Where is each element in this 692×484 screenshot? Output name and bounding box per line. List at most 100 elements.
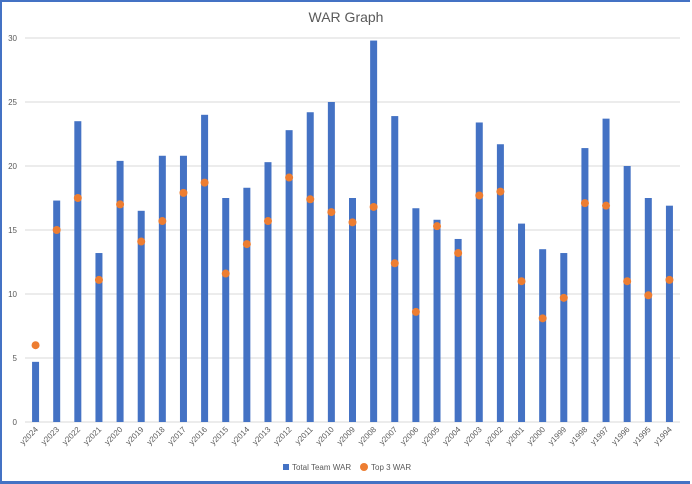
x-tick-label: y2008 xyxy=(356,425,378,447)
x-tick-label: y1997 xyxy=(589,425,611,447)
bar-total-team-war xyxy=(665,205,673,422)
bar-total-team-war xyxy=(475,122,483,422)
bar-total-team-war xyxy=(539,249,547,422)
x-tick-label: y2014 xyxy=(229,425,251,447)
y-tick-label: 5 xyxy=(13,354,18,363)
x-tick-label: y2006 xyxy=(399,425,421,447)
bar-total-team-war xyxy=(116,160,124,422)
bar-total-team-war xyxy=(222,198,230,422)
bar-total-team-war xyxy=(349,198,356,422)
dot-top3-war xyxy=(517,277,526,286)
dot-top3-war xyxy=(306,195,315,204)
dot-top3-war xyxy=(348,218,357,227)
dot-top3-war xyxy=(31,341,40,350)
x-tick-label: y1996 xyxy=(610,425,632,447)
x-tick-label: y2015 xyxy=(208,425,230,447)
y-tick-label: 15 xyxy=(8,226,17,235)
x-tick-label: y2022 xyxy=(60,425,82,447)
x-tick-label: y2003 xyxy=(462,425,484,447)
dot-top3-war xyxy=(496,187,505,196)
y-tick-label: 0 xyxy=(13,418,18,427)
x-tick-label: y2017 xyxy=(166,425,188,447)
bar-total-team-war xyxy=(74,121,82,422)
bar-total-team-war xyxy=(158,155,166,422)
chart-title: WAR Graph xyxy=(309,9,384,25)
dot-top3-war xyxy=(390,259,399,268)
x-tick-label: y2005 xyxy=(420,425,442,447)
legend-dot-swatch xyxy=(360,463,368,471)
dot-top3-war xyxy=(327,208,336,217)
bar-total-team-war xyxy=(53,200,61,422)
x-tick-label: y2019 xyxy=(124,425,146,447)
x-tick-label: y2012 xyxy=(272,425,294,447)
dot-top3-war xyxy=(602,201,611,210)
bar-total-team-war xyxy=(327,102,335,422)
x-tick-label: y2018 xyxy=(145,425,167,447)
bar-total-team-war xyxy=(454,238,462,422)
legend: Total Team WAR Top 3 WAR xyxy=(283,463,411,472)
bar-total-team-war xyxy=(644,198,652,422)
bar-total-team-war xyxy=(623,166,631,422)
dot-top3-war xyxy=(94,275,103,284)
bar-total-team-war xyxy=(518,223,526,422)
dot-top3-war xyxy=(369,202,378,211)
x-tick-label: y2001 xyxy=(504,425,526,447)
x-tick-label: y2013 xyxy=(251,425,273,447)
x-tick-label: y2000 xyxy=(525,425,547,447)
dot-top3-war xyxy=(580,199,589,208)
x-tick-label: y2007 xyxy=(377,425,399,447)
dot-top3-war xyxy=(433,222,442,231)
x-tick-label: y2002 xyxy=(483,425,505,447)
dot-top3-war xyxy=(116,200,125,209)
y-tick-label: 25 xyxy=(8,98,17,107)
x-tick-label: y2011 xyxy=(293,425,315,447)
dot-top3-war xyxy=(538,314,547,323)
dot-top3-war xyxy=(221,269,230,278)
bar-total-team-war xyxy=(602,118,610,422)
x-tick-label: y2024 xyxy=(18,425,40,447)
dot-top3-war xyxy=(52,226,61,234)
dot-top3-war xyxy=(559,293,568,302)
dot-top3-war xyxy=(665,275,674,284)
dot-top3-war xyxy=(137,237,146,246)
dot-top3-war xyxy=(179,188,188,197)
bar-total-team-war xyxy=(560,253,568,422)
x-tick-label: y2016 xyxy=(187,425,209,447)
x-tick-label: y1994 xyxy=(652,425,674,447)
y-tick-label: 10 xyxy=(8,290,17,299)
dot-top3-war xyxy=(644,291,653,300)
legend-bar-swatch xyxy=(283,464,289,470)
x-tick-label: y2023 xyxy=(39,425,61,447)
dot-top3-war xyxy=(242,240,251,249)
bar-total-team-war xyxy=(201,114,209,423)
dot-top3-war xyxy=(263,217,272,226)
legend-label-total: Total Team WAR xyxy=(292,463,351,472)
bar-total-team-war xyxy=(32,361,40,422)
x-tick-label: y2020 xyxy=(103,425,125,447)
bar-total-team-war xyxy=(306,112,314,423)
dot-top3-war xyxy=(200,178,209,187)
x-tick-label: y2004 xyxy=(441,425,463,447)
dot-top3-war xyxy=(623,277,632,286)
x-tick-label: y1995 xyxy=(631,425,653,447)
bar-total-team-war xyxy=(137,210,145,422)
bar-total-team-war xyxy=(243,187,251,422)
x-tick-label: y1999 xyxy=(546,425,568,447)
x-tick-label: y1998 xyxy=(568,425,590,447)
x-tick-label: y2009 xyxy=(335,425,357,447)
y-tick-label: 30 xyxy=(8,34,17,43)
x-tick-label: y2010 xyxy=(314,425,336,447)
dot-top3-war xyxy=(285,173,294,182)
dot-top3-war xyxy=(454,249,463,258)
bar-total-team-war xyxy=(370,40,378,423)
bar-total-team-war xyxy=(179,155,187,422)
bar-total-team-war xyxy=(264,162,272,422)
x-tick-label: y2021 xyxy=(82,425,104,447)
bar-total-team-war xyxy=(95,253,103,422)
bar-total-team-war xyxy=(581,148,589,422)
bar-total-team-war xyxy=(496,144,504,423)
y-tick-label: 20 xyxy=(8,162,17,171)
bar-total-team-war xyxy=(285,130,293,422)
bar-total-team-war xyxy=(433,219,441,422)
